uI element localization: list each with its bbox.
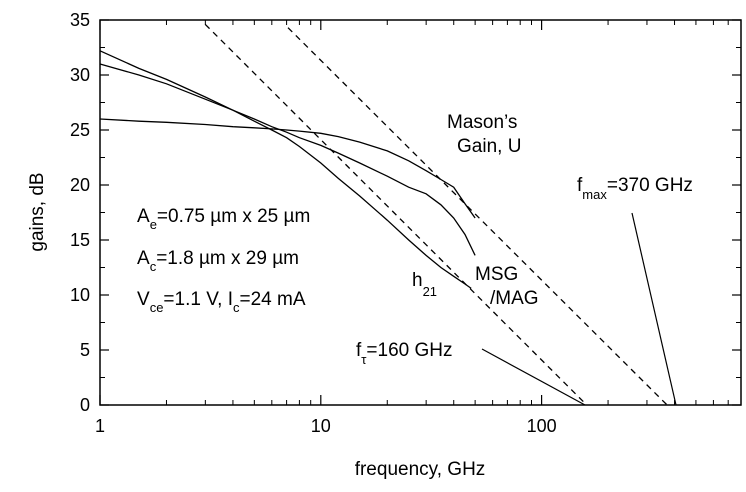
h21-main: h — [412, 270, 423, 291]
ft-label: fτ=160 GHz — [356, 340, 453, 367]
h21-label: h21 — [412, 270, 437, 299]
x-tick-label: 10 — [311, 416, 331, 436]
h21-sub: 21 — [423, 284, 437, 299]
vce-sub: ce — [150, 300, 164, 315]
vce-value: =1.1 V, I — [163, 289, 233, 310]
msg-line2: /MAG — [490, 288, 539, 309]
y-tick-label: 0 — [80, 395, 90, 415]
series-line-0 — [99, 50, 472, 289]
vce-main: V — [137, 289, 150, 310]
ic-value: =24 mA — [239, 289, 305, 310]
y-tick-label: 15 — [70, 230, 90, 250]
ac-main: A — [137, 248, 150, 269]
y-axis-label: gains, dB — [27, 172, 48, 251]
msg-line1: MSG — [475, 264, 518, 285]
x-tick-label: 100 — [527, 416, 557, 436]
callout-lines — [481, 212, 677, 406]
ft-value: =160 GHz — [366, 340, 452, 361]
y-tick-label: 5 — [80, 340, 90, 360]
x-axis-label: frequency, GHz — [355, 459, 486, 480]
fmax-main: f — [577, 175, 583, 196]
y-tick-label: 30 — [70, 65, 90, 85]
mason-gain-line1: Mason’s — [447, 112, 517, 133]
y-tick-label: 25 — [70, 120, 90, 140]
series-line-3 — [204, 23, 588, 406]
mason-gain-line2: Gain, U — [457, 136, 521, 157]
fmax-callout-line — [631, 212, 677, 406]
ac-sub: c — [150, 259, 157, 274]
curves-layer — [99, 23, 668, 406]
y-tick-label: 10 — [70, 285, 90, 305]
ac-label: Ac=1.8 µm x 29 µm — [137, 248, 299, 274]
ft-main: f — [356, 340, 362, 361]
y-tick-label: 35 — [70, 10, 90, 30]
series-line-2 — [99, 118, 476, 219]
mason-gain-label: Mason’s Gain, U — [447, 112, 521, 157]
x-tick-label: 1 — [95, 416, 105, 436]
ae-label: Ae=0.75 µm x 25 µm — [137, 206, 310, 232]
msg-mag-label: MSG/MAG — [475, 264, 539, 309]
ft-sub: τ — [361, 352, 367, 367]
y-tick-label: 20 — [70, 175, 90, 195]
ac-value: =1.8 µm x 29 µm — [156, 248, 299, 269]
fmax-sub: max — [582, 187, 607, 202]
fmax-label: fmax=370 GHz — [577, 175, 693, 202]
ae-sub: e — [150, 217, 157, 232]
bias-label: Vce=1.1 V, Ic=24 mA — [137, 289, 306, 315]
ae-value: =0.75 µm x 25 µm — [157, 206, 310, 227]
fmax-value: =370 GHz — [607, 175, 693, 196]
ft-callout-line — [481, 348, 586, 406]
series-line-1 — [99, 63, 476, 256]
series-line-4 — [287, 27, 668, 406]
ic-sub: c — [233, 300, 240, 315]
axes: 0 5 10 15 20 25 30 35 1 10 100 — [70, 10, 742, 436]
ae-main: A — [137, 206, 150, 227]
